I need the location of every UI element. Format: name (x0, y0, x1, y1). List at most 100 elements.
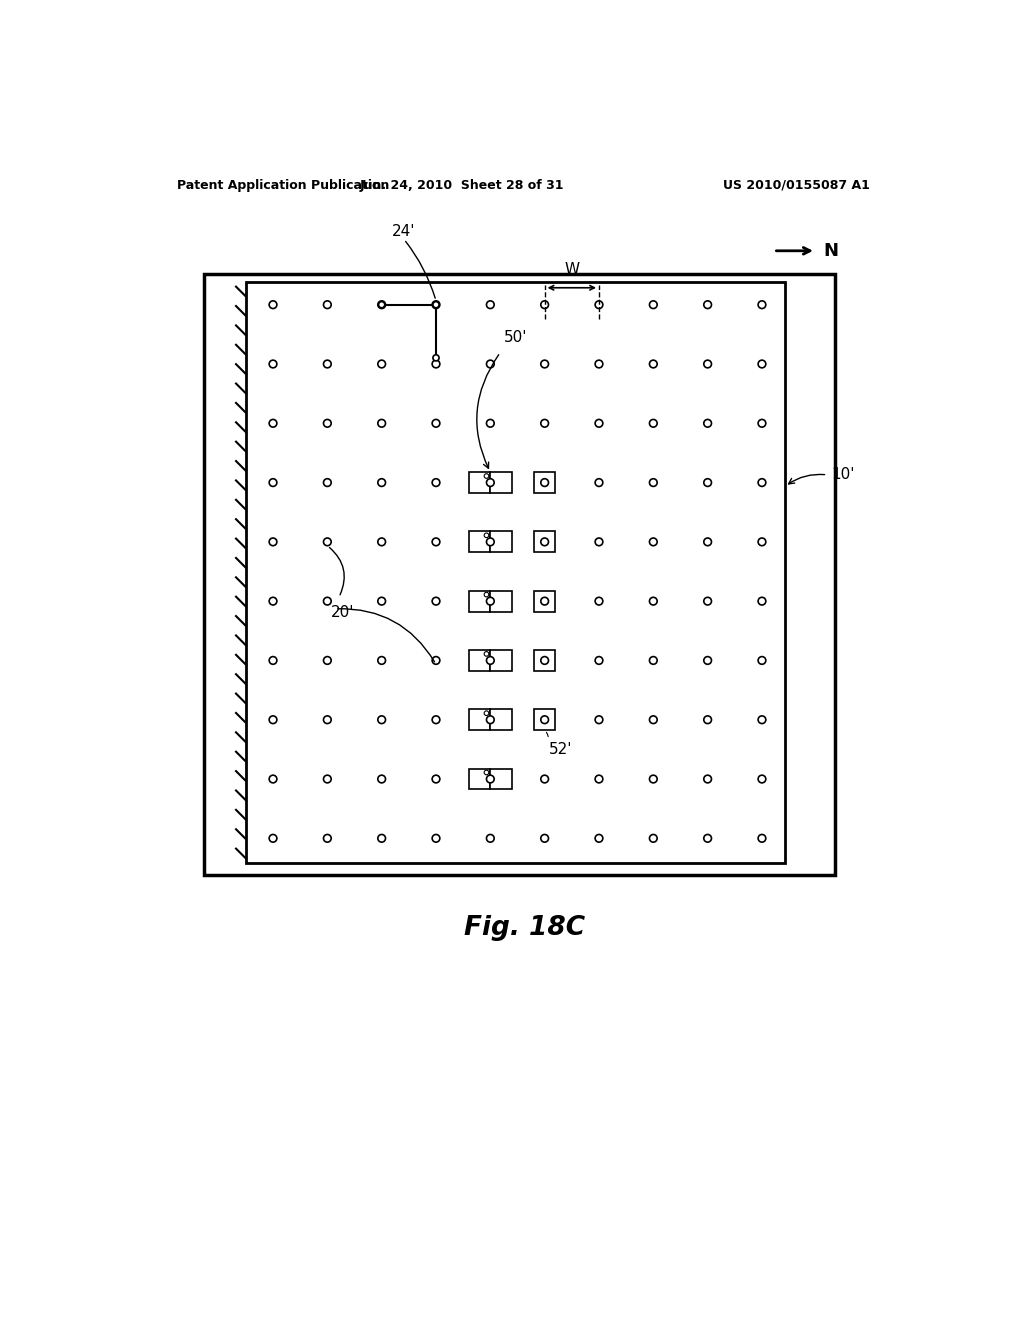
Circle shape (378, 539, 385, 545)
Circle shape (432, 479, 440, 487)
Circle shape (324, 597, 331, 605)
Circle shape (432, 656, 440, 664)
Text: 50': 50' (504, 330, 527, 345)
Circle shape (432, 301, 440, 309)
Bar (469, 649, 490, 671)
Bar (469, 768, 490, 789)
Circle shape (269, 715, 276, 723)
Bar (469, 591, 490, 611)
Circle shape (486, 420, 495, 428)
Circle shape (486, 479, 495, 487)
Circle shape (703, 539, 712, 545)
Circle shape (378, 360, 385, 368)
Text: US 2010/0155087 A1: US 2010/0155087 A1 (723, 178, 869, 191)
Circle shape (758, 420, 766, 428)
Circle shape (703, 656, 712, 664)
Circle shape (432, 775, 440, 783)
Bar (534, 591, 555, 611)
Circle shape (269, 539, 276, 545)
Bar (469, 532, 490, 552)
Circle shape (703, 715, 712, 723)
Circle shape (703, 834, 712, 842)
Circle shape (269, 834, 276, 842)
Circle shape (378, 597, 385, 605)
Circle shape (432, 834, 440, 842)
Circle shape (484, 474, 488, 478)
Circle shape (758, 775, 766, 783)
Circle shape (649, 656, 657, 664)
Circle shape (541, 834, 549, 842)
Circle shape (595, 834, 603, 842)
Bar (490, 591, 512, 611)
Circle shape (649, 420, 657, 428)
Circle shape (758, 597, 766, 605)
Circle shape (378, 479, 385, 487)
Circle shape (269, 420, 276, 428)
Circle shape (378, 301, 385, 309)
Circle shape (649, 834, 657, 842)
Circle shape (486, 301, 495, 309)
Circle shape (758, 479, 766, 487)
Bar (490, 768, 512, 789)
Circle shape (703, 775, 712, 783)
Circle shape (269, 597, 276, 605)
Bar (534, 473, 555, 492)
Circle shape (486, 656, 495, 664)
Text: W: W (564, 261, 580, 277)
Circle shape (649, 775, 657, 783)
Circle shape (486, 360, 495, 368)
Circle shape (595, 656, 603, 664)
Circle shape (432, 360, 440, 368)
Circle shape (433, 302, 439, 308)
Text: 20': 20' (331, 605, 354, 620)
Circle shape (541, 301, 549, 309)
Circle shape (541, 420, 549, 428)
Circle shape (486, 597, 495, 605)
Circle shape (432, 715, 440, 723)
Circle shape (324, 715, 331, 723)
Circle shape (541, 539, 549, 545)
Circle shape (595, 301, 603, 309)
Circle shape (541, 775, 549, 783)
Circle shape (703, 420, 712, 428)
Circle shape (269, 479, 276, 487)
Circle shape (324, 775, 331, 783)
Circle shape (595, 479, 603, 487)
Circle shape (432, 597, 440, 605)
Bar (246, 281, 785, 863)
Circle shape (758, 539, 766, 545)
Circle shape (649, 715, 657, 723)
Circle shape (541, 656, 549, 664)
Circle shape (595, 775, 603, 783)
Circle shape (484, 770, 488, 775)
Text: Fig. 18C: Fig. 18C (464, 915, 586, 941)
Bar (469, 473, 490, 492)
Circle shape (595, 597, 603, 605)
Circle shape (378, 715, 385, 723)
Circle shape (379, 302, 385, 308)
Circle shape (541, 360, 549, 368)
Circle shape (486, 775, 495, 783)
Bar (469, 709, 490, 730)
Bar (490, 473, 512, 492)
Circle shape (324, 656, 331, 664)
Circle shape (269, 656, 276, 664)
Circle shape (649, 539, 657, 545)
Bar (490, 709, 512, 730)
Circle shape (541, 479, 549, 487)
Text: 24': 24' (392, 224, 416, 239)
Circle shape (595, 715, 603, 723)
Circle shape (703, 479, 712, 487)
Circle shape (486, 539, 495, 545)
Bar (490, 532, 512, 552)
Circle shape (324, 539, 331, 545)
Circle shape (703, 597, 712, 605)
Circle shape (433, 355, 439, 360)
Circle shape (269, 360, 276, 368)
Circle shape (324, 834, 331, 842)
Bar (204, 275, 836, 875)
Circle shape (378, 834, 385, 842)
Circle shape (378, 656, 385, 664)
Circle shape (484, 652, 488, 656)
Circle shape (758, 360, 766, 368)
